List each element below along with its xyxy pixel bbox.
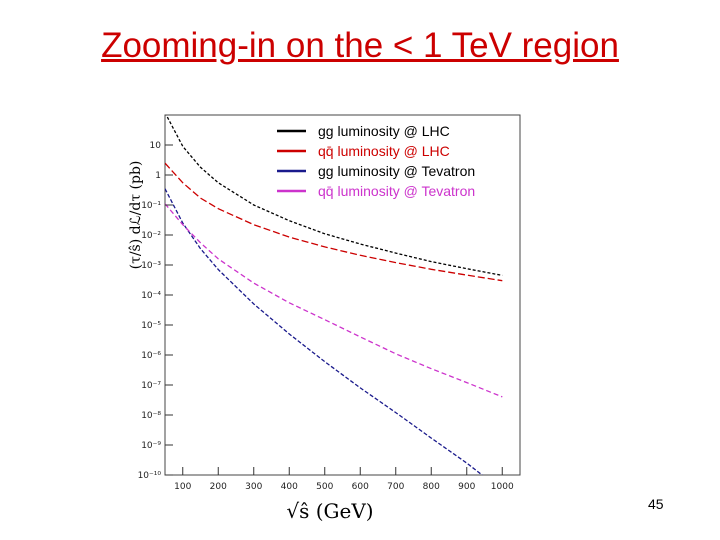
legend-label: qq̄ luminosity @ Tevatron <box>318 183 475 199</box>
x-tick-label: 500 <box>316 482 333 492</box>
x-tick-label: 200 <box>210 482 227 492</box>
legend-label: gg luminosity @ LHC <box>318 123 450 139</box>
y-tick-label: 10⁻⁹ <box>141 441 161 451</box>
x-tick-label: 900 <box>458 482 475 492</box>
y-tick-label: 10⁻² <box>141 231 161 241</box>
y-tick-label: 10⁻¹⁰ <box>138 471 162 481</box>
legend-label: gg luminosity @ Tevatron <box>318 163 475 179</box>
y-tick-label: 10 <box>150 141 162 151</box>
y-tick-label: 10⁻¹ <box>141 201 161 211</box>
tick-layer: 100 200 300 400 500 600 700 800 900 1000 10 1 10⁻¹ 10… <box>138 141 514 492</box>
x-tick-label: 700 <box>387 482 404 492</box>
y-tick-label: 10⁻⁵ <box>141 321 161 331</box>
y-tick-label: 10⁻⁴ <box>141 291 161 301</box>
legend-label: qq̄ luminosity @ LHC <box>318 143 450 159</box>
y-axis-label: (τ/ŝ) dℒ/dτ (pb) <box>128 161 144 270</box>
x-tick-label: 1000 <box>491 482 514 492</box>
x-tick-label: 100 <box>174 482 191 492</box>
y-tick-label: 10⁻⁸ <box>141 411 161 421</box>
series-line-3 <box>165 188 484 475</box>
legend: gg luminosity @ LHC qq̄ luminosity @ LHC g… <box>277 123 475 199</box>
y-tick-label: 10⁻⁷ <box>141 381 161 391</box>
x-tick-label: 800 <box>423 482 440 492</box>
slide-title: Zooming-in on the < 1 TeV region <box>101 26 619 65</box>
series-layer <box>165 115 503 475</box>
y-tick-label: 1 <box>155 171 161 181</box>
series-line-4 <box>165 203 503 398</box>
x-tick-label: 300 <box>245 482 262 492</box>
x-axis-label: √ŝ (GeV) <box>286 499 373 523</box>
page-number: 45 <box>648 496 664 512</box>
series-line-1 <box>165 115 503 277</box>
y-tick-label: 10⁻³ <box>141 261 161 271</box>
series-line-2 <box>165 162 503 282</box>
y-tick-label: 10⁻⁶ <box>141 351 161 361</box>
x-tick-label: 600 <box>352 482 369 492</box>
x-tick-label: 400 <box>281 482 298 492</box>
